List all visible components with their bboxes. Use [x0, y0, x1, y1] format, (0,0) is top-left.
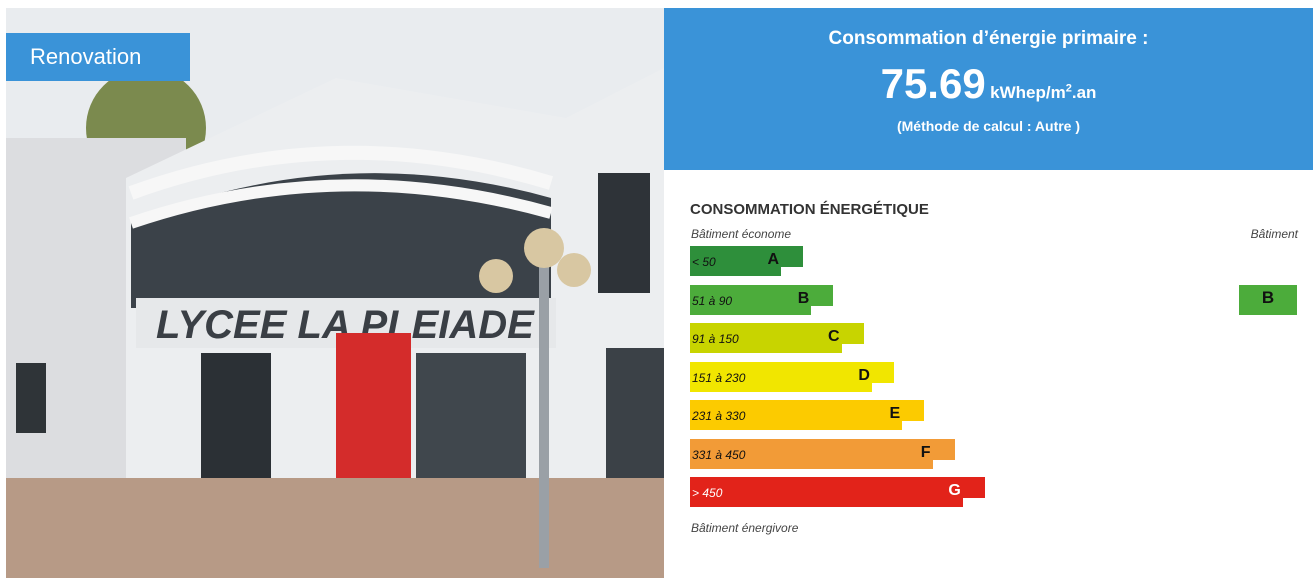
summary-title: Consommation d’énergie primaire : [828, 28, 1149, 49]
class-letter: D [858, 366, 870, 384]
top-note: Bâtiment économe [691, 227, 792, 241]
class-range: 231 à 330 [692, 409, 746, 423]
class-letter: E [889, 405, 901, 422]
summary-unit: kWhep/m2.an [990, 82, 1097, 102]
bottom-note: Bâtiment énergivore [691, 521, 799, 535]
class-bar: 51 à 90 B [690, 284, 834, 315]
class-bar: > 450 G [690, 477, 985, 507]
class-bar: 151 à 230 D [690, 361, 894, 392]
summary-value-line: 75.69 kWhep/m2.an [664, 60, 1313, 108]
class-range: 51 à 90 [692, 293, 733, 308]
class-bar: 231 à 330 E [690, 400, 925, 430]
category-badge: Renovation [6, 33, 190, 81]
class-bar-step [932, 459, 955, 469]
class-bar: < 50 A [690, 246, 803, 276]
class-range: 151 à 230 [692, 370, 746, 385]
class-bar-step [811, 305, 834, 315]
current-class-marker: B [1239, 284, 1297, 315]
class-range: > 450 [692, 486, 723, 500]
building-heading: Bâtiment [1250, 227, 1298, 241]
class-bar-step [962, 498, 985, 507]
class-bar-step [781, 267, 803, 276]
class-bar-step [871, 382, 894, 392]
photo: LYCEE LA PLEIADE [6, 8, 664, 578]
class-bar: 91 à 150 C [690, 323, 864, 353]
class-range: < 50 [692, 255, 716, 269]
class-bar: 331 à 450 F [690, 438, 955, 469]
unit: kWhep/m [990, 83, 1066, 102]
summary-value: 75.69 [880, 60, 986, 107]
unit-sup: 2 [1065, 82, 1072, 95]
class-letter: G [948, 482, 961, 499]
class-bar-step [902, 421, 925, 430]
current-class-letter: B [1261, 287, 1275, 307]
class-range: 331 à 450 [692, 447, 746, 462]
class-letter: F [920, 443, 931, 461]
label-heading: CONSOMMATION ÉNERGÉTIQUE [690, 201, 929, 218]
unit-suffix: .an [1071, 83, 1097, 102]
class-letter: A [767, 251, 779, 268]
class-range: 91 à 150 [692, 332, 739, 346]
class-letter: B [797, 289, 810, 307]
class-letter: C [828, 328, 840, 345]
summary-method: (Méthode de calcul : Autre ) [896, 118, 1081, 134]
energy-summary: Consommation d’énergie primaire : 75.69 … [664, 8, 1313, 170]
class-bar-step [841, 344, 864, 353]
